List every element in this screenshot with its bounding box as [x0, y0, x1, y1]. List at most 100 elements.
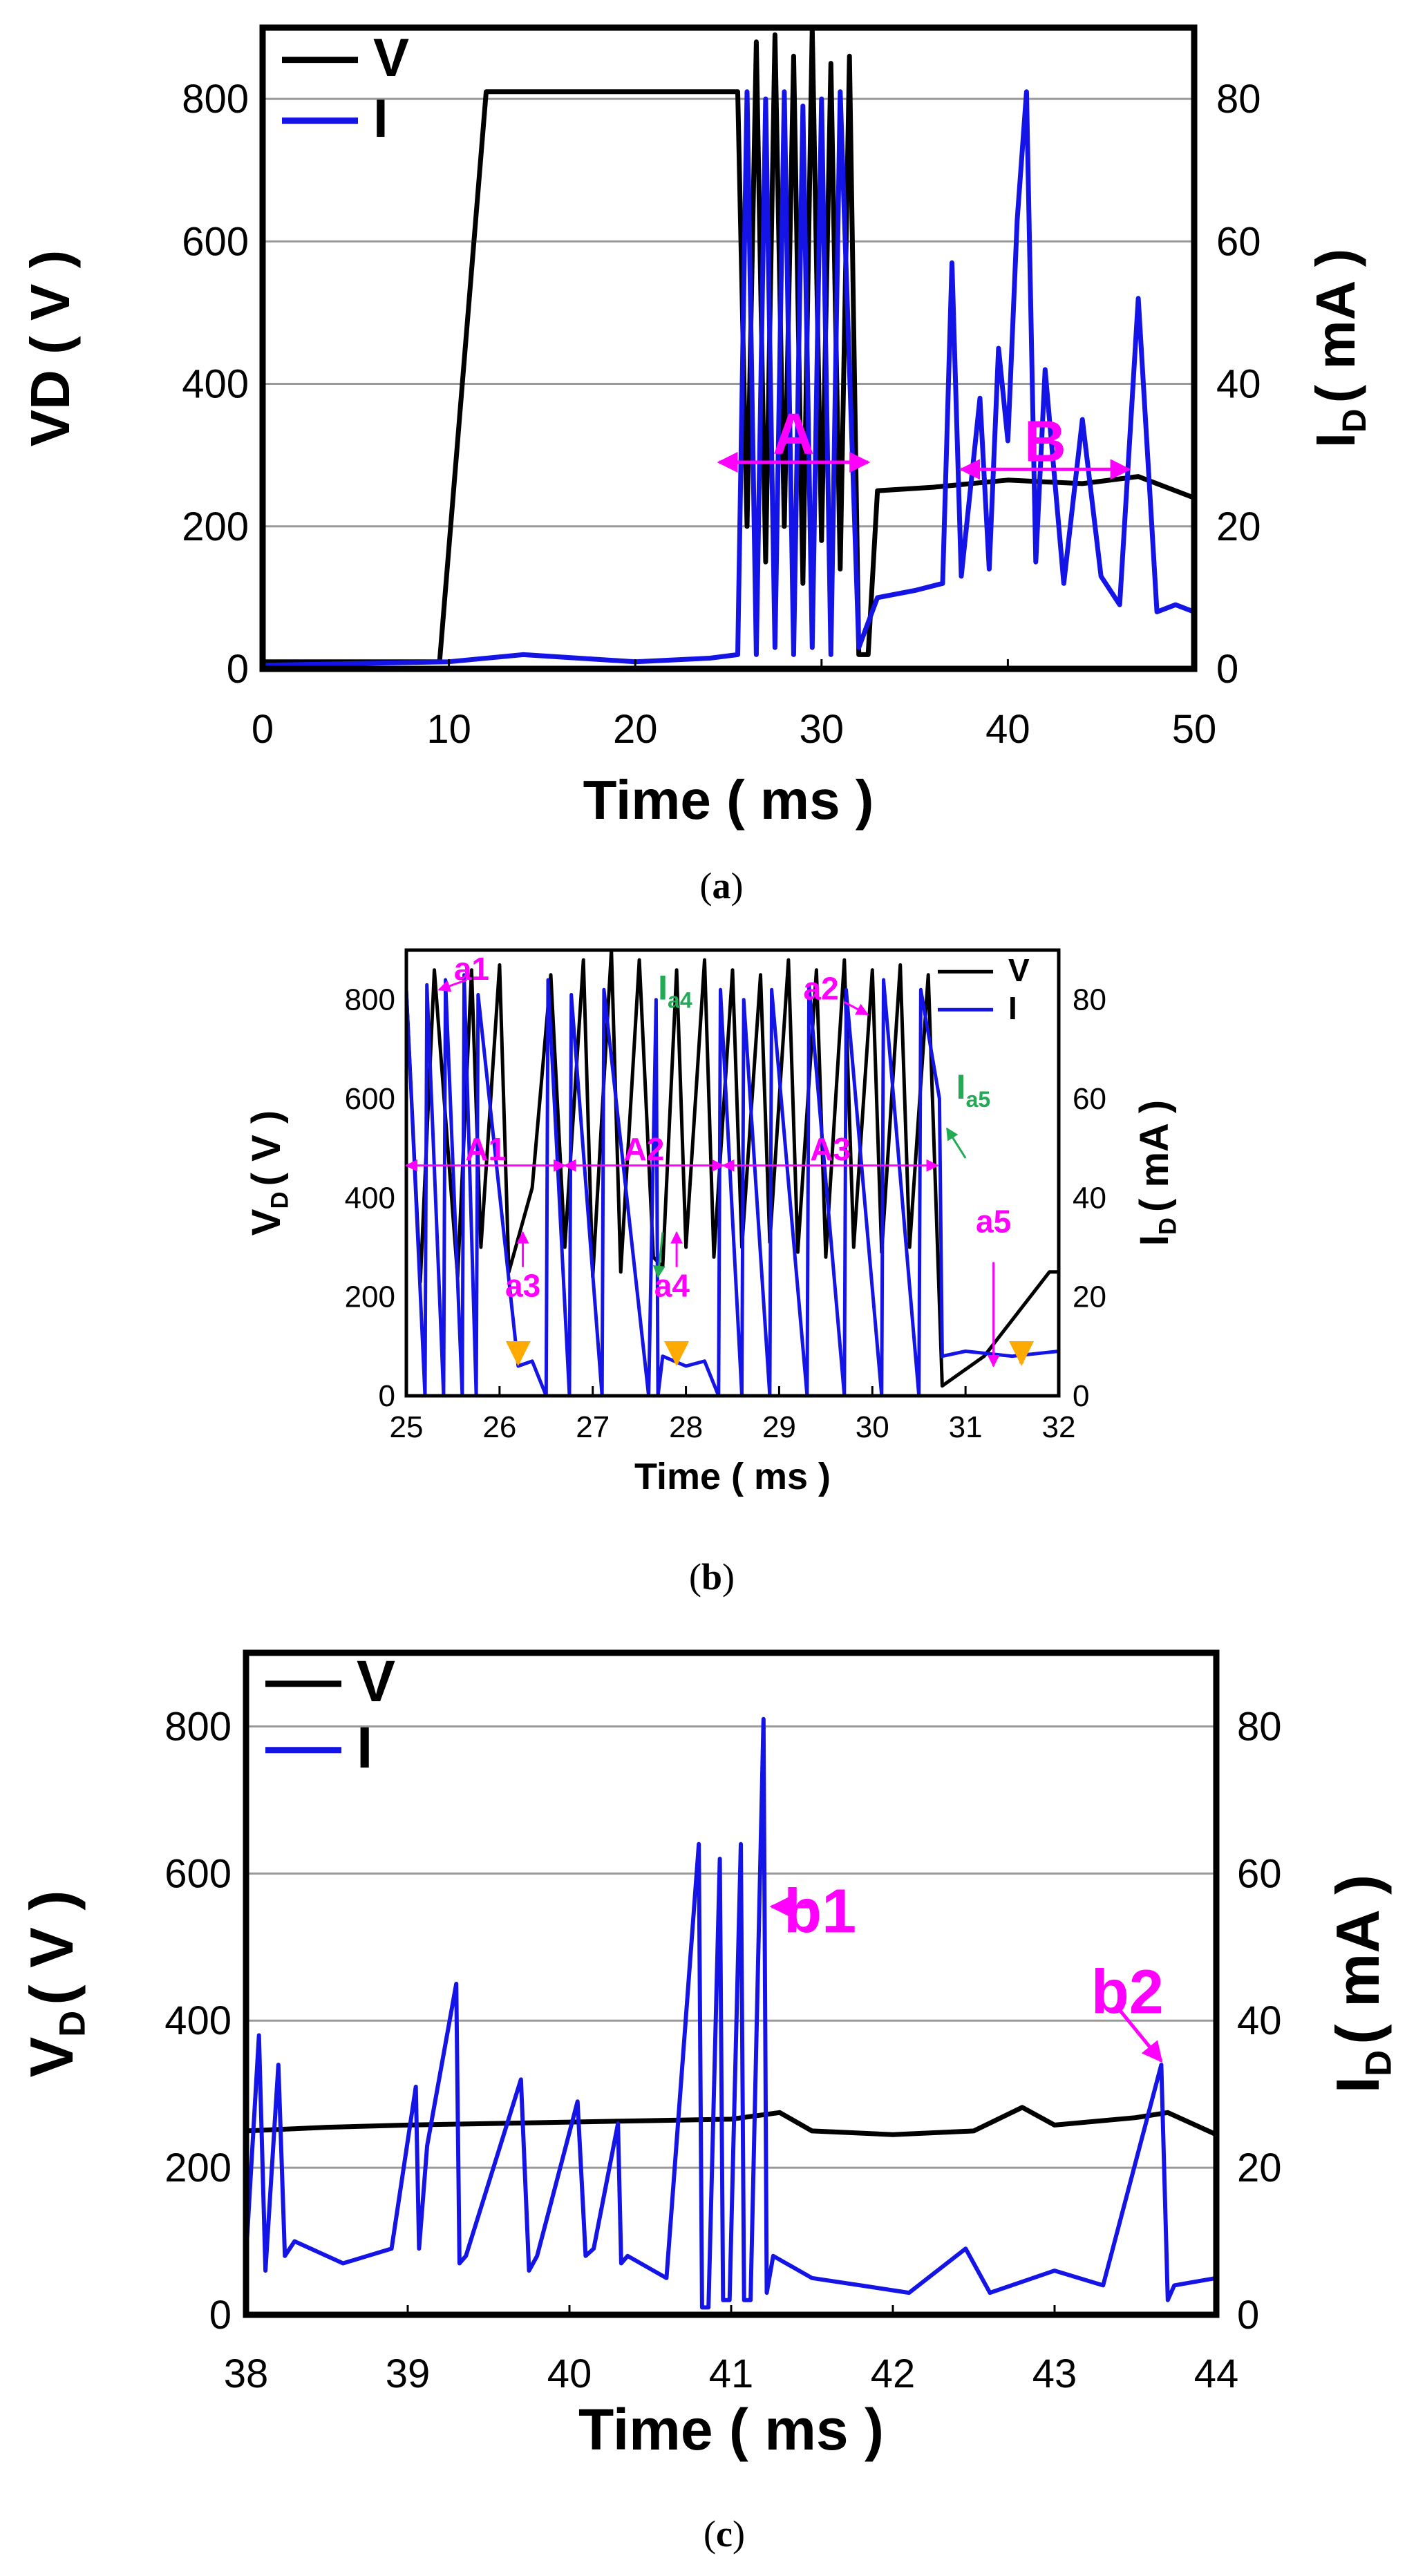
y-tick-label: 600 [345, 1082, 395, 1116]
region-label: A1 [465, 1131, 506, 1167]
y-tick-label: 800 [182, 77, 249, 122]
caption-letter: b [701, 1556, 722, 1598]
point-label: b2 [1091, 1958, 1164, 2027]
y-axis-label-main: V [17, 2037, 86, 2078]
y2-axis-label-main: I [1305, 433, 1366, 448]
y2-tick-label: 0 [1073, 1379, 1089, 1413]
caption-letter: a [712, 865, 731, 907]
x-tick-label: 40 [547, 2351, 592, 2396]
x-tick-label: 20 [613, 707, 658, 752]
caption-paren: ) [722, 1556, 735, 1598]
caption-paren: ( [689, 1556, 701, 1598]
y2-tick-label: 0 [1216, 647, 1238, 692]
y2-axis-label-sub: D [1337, 408, 1373, 433]
y-tick-label: 0 [379, 1379, 395, 1413]
x-tick-label: 30 [800, 707, 844, 752]
y-tick-label: 0 [209, 2293, 232, 2338]
point-label: a4 [654, 1268, 690, 1304]
pointer-arrow [1117, 2008, 1163, 2063]
series-line-i [262, 89, 1196, 668]
y-tick-label: 400 [182, 362, 249, 407]
chart-a: 0 10 20 30 40 50 0 200 400 600 800 0 20 40 60 80 Time ( … [19, 24, 1373, 907]
region-label: A3 [810, 1131, 851, 1167]
y2-tick-label: 20 [1073, 1280, 1106, 1314]
range-label: A [773, 401, 815, 466]
current-label: Ia4 [658, 969, 692, 1013]
current-label-main: I [658, 969, 668, 1007]
legend-label: V [373, 27, 409, 88]
y-axis-label: VD ( V ) [244, 1110, 294, 1235]
series-line-v [404, 948, 1059, 1388]
caption-paren: ( [700, 865, 712, 907]
x-axis-label: Time ( ms ) [578, 2397, 884, 2462]
y-axis-label-sub: D [267, 1191, 294, 1209]
pointer-arrow [945, 1127, 967, 1159]
y-tick-label: 0 [227, 647, 249, 692]
point-label: a2 [804, 971, 839, 1007]
x-tick-label: 26 [482, 1410, 516, 1444]
caption: (c) [704, 2513, 745, 2555]
y-tick-label: 800 [164, 1704, 232, 1749]
legend-label: V [1008, 952, 1030, 988]
x-tick-label: 31 [949, 1410, 983, 1444]
y2-tick-label: 60 [1237, 1851, 1282, 1896]
y-tick-label: 600 [182, 219, 249, 264]
region-label: A2 [623, 1131, 664, 1167]
y2-tick-label: 20 [1237, 2146, 1282, 2190]
current-label-sub: a5 [966, 1087, 991, 1112]
pointer-arrow [652, 1232, 666, 1278]
y-tick-label: 200 [164, 2146, 232, 2190]
series-line-v [245, 2105, 1218, 2137]
legend-label: I [373, 88, 388, 149]
y2-axis-label-rest: ( mA ) [1323, 1875, 1392, 2045]
y-tick-label: 400 [345, 1181, 395, 1215]
current-label-sub: a4 [668, 988, 692, 1013]
x-tick-label: 30 [856, 1410, 889, 1444]
point-label: a5 [976, 1204, 1011, 1240]
y-axis-label-rest: ( V ) [244, 1110, 289, 1186]
plot-frame [404, 948, 1061, 1398]
y2-axis-label-rest: ( mA ) [1132, 1100, 1177, 1212]
chart-c: 38 39 40 41 42 43 44 0 200 400 600 800 0 20 40 60 80 Time… [17, 1649, 1399, 2555]
y-tick-label: 800 [345, 983, 395, 1017]
series-line-i [244, 1716, 1217, 2310]
x-tick-label: 27 [576, 1410, 610, 1444]
chart-b: 25 26 27 28 29 30 31 320200400600800020406080Ti… [244, 948, 1182, 1598]
x-tick-label: 42 [871, 2351, 916, 2396]
y2-tick-label: 40 [1073, 1181, 1106, 1215]
x-tick-label: 29 [762, 1410, 796, 1444]
x-tick-label: 39 [386, 2351, 431, 2396]
y2-axis-label-sub: D [1155, 1218, 1182, 1235]
caption: (b) [689, 1556, 735, 1598]
y2-tick-label: 60 [1073, 1082, 1106, 1116]
point-label: a3 [505, 1268, 540, 1304]
x-tick-label: 10 [426, 707, 471, 752]
y-tick-label: 600 [164, 1851, 232, 1896]
legend-label: I [1008, 990, 1017, 1026]
y-axis-label: VD ( V ) [17, 1890, 93, 2077]
y-axis-label: VD ( V ) [19, 250, 81, 446]
x-tick-label: 40 [985, 707, 1030, 752]
pointer-arrow [844, 1001, 869, 1016]
y2-axis-label-rest: ( mA ) [1305, 249, 1366, 404]
y2-axis-label: ID ( mA ) [1305, 249, 1373, 448]
y2-axis-label-sub: D [1359, 2050, 1399, 2076]
series-line-i [404, 973, 1059, 1398]
y-tick-label: 400 [164, 1998, 232, 2043]
y2-tick-label: 80 [1216, 77, 1261, 122]
x-tick-label: 28 [669, 1410, 703, 1444]
y-tick-label: 200 [182, 504, 249, 549]
x-tick-label: 32 [1042, 1410, 1076, 1444]
y2-tick-label: 40 [1216, 362, 1261, 407]
caption: (a) [700, 865, 744, 907]
y2-axis-label-main: I [1323, 2076, 1392, 2093]
y2-tick-label: 0 [1237, 2293, 1259, 2338]
x-axis-label: Time ( ms ) [634, 1456, 831, 1497]
x-tick-label: 50 [1172, 707, 1217, 752]
x-tick-label: 41 [709, 2351, 754, 2396]
x-tick-label: 43 [1032, 2351, 1077, 2396]
y2-tick-label: 80 [1237, 1704, 1282, 1749]
y-axis-label-rest: ( V ) [17, 1890, 86, 2005]
legend-label: I [357, 1715, 372, 1780]
